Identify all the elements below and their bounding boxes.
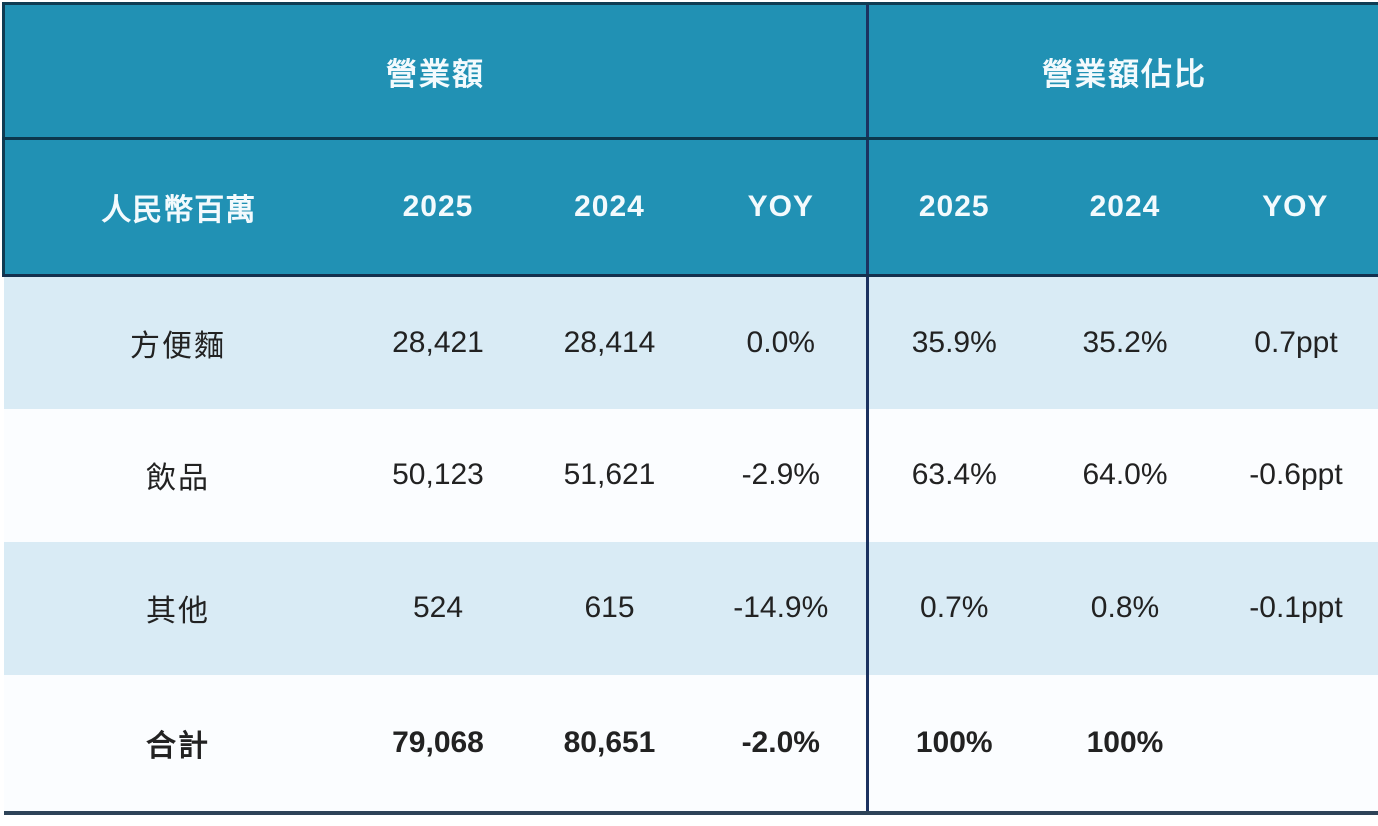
- table-row-instant-noodles: 方便麵 28,421 28,414 0.0% 35.9% 35.2% 0.7pp…: [3, 275, 1378, 409]
- cell-share-2024: 35.2%: [1082, 325, 1168, 359]
- cell-rev-2025: 28,421: [392, 325, 484, 359]
- group-header-revenue-share: 營業額佔比: [866, 2, 1378, 140]
- cell-share-2025: 63.4%: [866, 408, 1040, 542]
- cell-share-2024: 64.0%: [1082, 458, 1168, 491]
- table-body: 方便麵 28,421 28,414 0.0% 35.9% 35.2% 0.7pp…: [3, 275, 1378, 815]
- cell-share-2025: 35.9%: [866, 275, 1040, 409]
- group-header-row: 營業額 營業額佔比: [2, 2, 1378, 140]
- cell-share-yoy: 0.7ppt: [1254, 325, 1338, 359]
- cell-rev-yoy: 0.0%: [746, 325, 815, 359]
- cell-rev-yoy: -14.9%: [733, 591, 829, 624]
- column-header-rev-2024: 2024: [523, 138, 696, 277]
- column-header-rev-yoy: YOY: [695, 138, 868, 277]
- cell-share-yoy: [1210, 674, 1378, 815]
- column-header-share-2024: 2024: [1039, 138, 1211, 277]
- cell-rev-yoy: -2.0%: [695, 674, 868, 815]
- cell-share-yoy: -0.1ppt: [1249, 591, 1343, 624]
- cell-share-yoy: -0.6ppt: [1249, 458, 1343, 491]
- cell-share-2024: 100%: [1039, 674, 1211, 815]
- column-header-share-yoy: YOY: [1210, 138, 1378, 277]
- cell-rev-2024: 51,621: [563, 458, 656, 491]
- row-label: 飲品: [146, 462, 210, 495]
- cell-rev-2025: 524: [412, 591, 464, 624]
- column-header-share-2025: 2025: [866, 138, 1040, 277]
- column-header-unit: 人民幣百萬: [2, 138, 353, 277]
- row-label: 方便麵: [130, 329, 226, 363]
- group-header-revenue: 營業額: [2, 2, 868, 140]
- cell-rev-2024: 615: [584, 591, 635, 624]
- cell-share-2025: 100%: [866, 674, 1040, 815]
- row-label: 其他: [146, 595, 210, 628]
- cell-rev-yoy: -2.9%: [741, 458, 820, 491]
- cell-share-2024: 0.8%: [1090, 591, 1160, 624]
- row-label: 合計: [3, 674, 353, 815]
- cell-rev-2025: 50,123: [392, 458, 484, 491]
- table-row-beverages: 飲品 50,123 51,621 -2.9% 63.4% 64.0% -0.6p…: [3, 408, 1378, 542]
- cell-share-2025: 0.7%: [866, 541, 1040, 675]
- cell-rev-2025: 79,068: [352, 674, 524, 815]
- cell-rev-2024: 80,651: [523, 674, 696, 815]
- table-header: 營業額 營業額佔比 人民幣百萬 2025 2024 YOY 2025 2024 …: [2, 2, 1378, 277]
- column-header-row: 人民幣百萬 2025 2024 YOY 2025 2024 YOY: [2, 138, 1378, 277]
- column-header-rev-2025: 2025: [352, 138, 524, 277]
- cell-rev-2024: 28,414: [563, 325, 656, 359]
- table-row-total: 合計 79,068 80,651 -2.0% 100% 100%: [3, 674, 1378, 815]
- table-row-others: 其他 524 615 -14.9% 0.7% 0.8% -0.1ppt: [3, 541, 1378, 675]
